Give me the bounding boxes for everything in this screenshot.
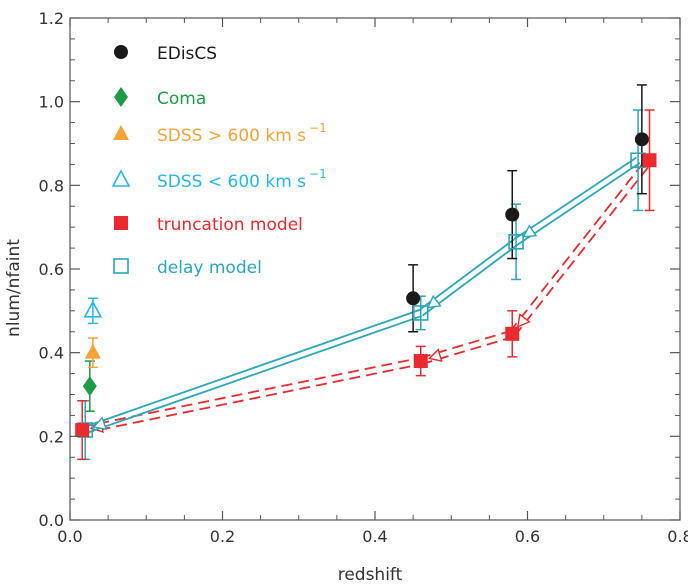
model-track-arrow <box>522 224 538 238</box>
legend-label: EDisCS <box>157 44 217 64</box>
y-tick-label: 0.4 <box>39 344 64 363</box>
model-track-arrow <box>426 294 442 309</box>
data-point <box>505 326 520 341</box>
y-tick-label: 1.2 <box>39 9 64 28</box>
model-track-line <box>509 157 648 333</box>
data-point <box>82 376 97 397</box>
legend-marker <box>111 169 131 187</box>
model-track-arrow <box>516 313 531 328</box>
x-tick-label: 0.0 <box>57 527 82 546</box>
axes: redshift nlum/nfaint 0.0 0.2 0.4 0.6 0.8 0.0 0… <box>4 9 688 585</box>
data-point <box>83 300 103 318</box>
data-point <box>634 132 649 147</box>
legend-label: SDSS < 600 km s −1 <box>157 167 327 192</box>
model-track-line <box>514 161 653 337</box>
legend-marker <box>114 216 128 230</box>
legend-label: SDSS > 600 km s −1 <box>157 121 327 146</box>
data-point <box>508 234 524 250</box>
legend-marker <box>113 258 129 274</box>
legend-marker <box>114 87 128 107</box>
y-tick-label: 0.2 <box>39 427 64 446</box>
data-point <box>412 305 429 321</box>
data-point <box>413 354 428 369</box>
model-track-arrow <box>427 348 443 363</box>
legend: EDisCS Coma SDSS > 600 km s −1 SDSS < 600 km… <box>111 44 327 278</box>
legend-label: truncation model <box>157 215 303 235</box>
y-tick-label: 0.0 <box>39 511 64 530</box>
x-tick-label: 0.2 <box>210 527 235 546</box>
model-track-line <box>517 162 641 246</box>
model-tracks <box>81 156 653 435</box>
y-axis-label: nlum/nfaint <box>4 239 24 337</box>
data-point <box>505 207 520 222</box>
x-tick-label: 0.6 <box>515 527 540 546</box>
y-tick-label: 1.0 <box>39 93 64 112</box>
model-track-line <box>86 315 423 434</box>
legend-marker <box>113 125 129 140</box>
data-point <box>642 153 657 168</box>
x-tick-label: 0.4 <box>362 527 387 546</box>
y-tick-label: 0.8 <box>39 176 64 195</box>
model-track-line <box>82 363 422 435</box>
x-axis-label: redshift <box>338 565 403 585</box>
data-point <box>75 423 90 438</box>
data-point <box>406 291 421 306</box>
data-markers <box>75 132 657 438</box>
legend-label: delay model <box>157 258 262 278</box>
x-tick-label: 0.8 <box>667 527 688 546</box>
model-track-line <box>513 156 637 240</box>
legend-marker <box>114 45 128 59</box>
data-point <box>84 343 101 359</box>
y-tick-label: 0.6 <box>39 260 64 279</box>
model-track-arrow <box>92 416 108 431</box>
legend-label: Coma <box>157 89 206 109</box>
model-track-line <box>83 309 420 428</box>
